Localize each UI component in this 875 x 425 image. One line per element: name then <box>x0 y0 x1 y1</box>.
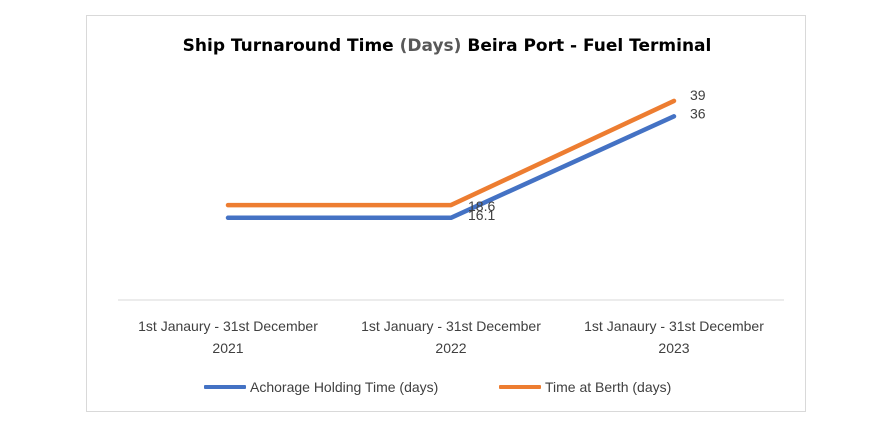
legend-swatch-anchorage <box>204 385 246 389</box>
chart-frame: Ship Turnaround Time (Days) Beira Port -… <box>86 15 806 412</box>
x-tick-label-2-1: 2023 <box>658 340 689 356</box>
legend-label-anchorage: Achorage Holding Time (days) <box>250 379 439 395</box>
x-tick-label-1-0: 1st January - 31st December <box>361 318 541 334</box>
data-label-0-1: 16.1 <box>468 207 495 223</box>
data-label-1-1: 18.6 <box>468 198 495 214</box>
chart-title: Ship Turnaround Time (Days) Beira Port -… <box>87 36 807 56</box>
x-tick-label-0-0: 1st Janaury - 31st December <box>138 318 318 334</box>
data-label-0-2: 36 <box>690 105 706 121</box>
legend-item-berth: Time at Berth (days) <box>499 379 671 395</box>
chart-title-after: Beira Port - Fuel Terminal <box>461 36 712 56</box>
series-line-1 <box>225 98 677 208</box>
legend-label-berth: Time at Berth (days) <box>545 379 672 395</box>
chart-title-paren: (Days) <box>399 36 462 56</box>
x-tick-label-0-1: 2021 <box>212 340 243 356</box>
data-label-1-2: 39 <box>690 87 706 103</box>
legend: Achorage Holding Time (days) Time at Ber… <box>87 379 807 399</box>
line-chart: 1st Janaury - 31st December 2021 1st Janua… <box>118 87 784 356</box>
x-tick-label-2-0: 1st Janaury - 31st December <box>584 318 764 334</box>
x-tick-label-1-1: 2022 <box>435 340 466 356</box>
legend-item-anchorage: Achorage Holding Time (days) <box>204 379 438 395</box>
legend-swatch-berth <box>499 385 541 389</box>
chart-title-before: Ship Turnaround Time <box>182 36 400 56</box>
